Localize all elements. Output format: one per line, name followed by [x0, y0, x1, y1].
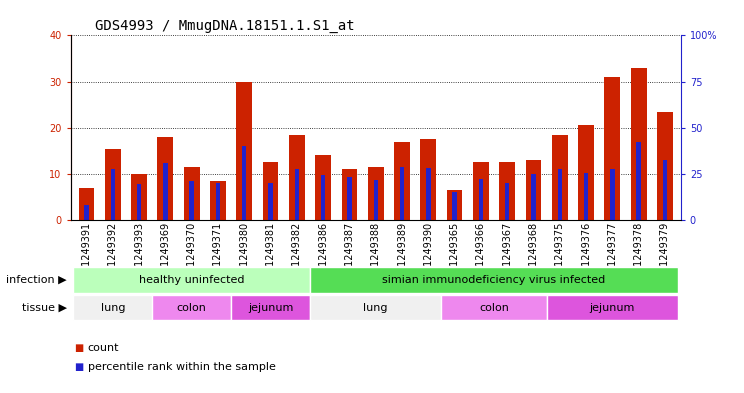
Text: healthy uninfected: healthy uninfected — [139, 275, 244, 285]
Bar — [231, 295, 310, 320]
Bar — [631, 68, 647, 220]
Bar — [426, 168, 431, 220]
Bar — [74, 295, 153, 320]
Bar — [210, 181, 226, 220]
Bar — [441, 295, 547, 320]
Bar — [163, 163, 167, 220]
Bar — [478, 180, 483, 220]
Bar — [131, 174, 147, 220]
Bar — [373, 180, 378, 220]
Bar — [499, 162, 515, 220]
Bar — [578, 125, 594, 220]
Bar — [310, 295, 441, 320]
Text: count: count — [88, 343, 119, 353]
Text: percentile rank within the sample: percentile rank within the sample — [88, 362, 276, 373]
Bar — [552, 135, 568, 220]
Bar — [400, 167, 404, 220]
Bar — [505, 183, 510, 220]
Bar — [289, 135, 305, 220]
Bar — [153, 295, 231, 320]
Bar — [84, 205, 89, 220]
Text: ■: ■ — [74, 343, 83, 353]
Text: lung: lung — [364, 303, 388, 312]
Bar — [610, 169, 615, 220]
Text: jejunum: jejunum — [248, 303, 293, 312]
Text: ■: ■ — [74, 362, 83, 373]
Bar — [473, 162, 489, 220]
Bar — [111, 169, 115, 220]
Bar — [547, 295, 678, 320]
Bar — [347, 177, 352, 220]
Bar — [446, 190, 463, 220]
Bar — [74, 267, 310, 293]
Bar — [190, 181, 194, 220]
Text: colon: colon — [177, 303, 207, 312]
Bar — [310, 267, 678, 293]
Text: infection ▶: infection ▶ — [7, 275, 67, 285]
Bar — [105, 149, 121, 220]
Text: lung: lung — [100, 303, 125, 312]
Bar — [604, 77, 620, 220]
Text: GDS4993 / MmugDNA.18151.1.S1_at: GDS4993 / MmugDNA.18151.1.S1_at — [95, 19, 355, 33]
Bar — [137, 184, 141, 220]
Bar — [269, 183, 273, 220]
Bar — [295, 169, 299, 220]
Bar — [636, 141, 641, 220]
Bar — [657, 112, 673, 220]
Bar — [216, 183, 220, 220]
Bar — [315, 156, 331, 220]
Bar — [557, 169, 562, 220]
Text: simian immunodeficiency virus infected: simian immunodeficiency virus infected — [382, 275, 606, 285]
Bar — [368, 167, 384, 220]
Bar — [242, 146, 246, 220]
Bar — [184, 167, 199, 220]
Bar — [79, 188, 94, 220]
Bar — [158, 137, 173, 220]
Text: tissue ▶: tissue ▶ — [22, 303, 67, 312]
Bar — [452, 192, 457, 220]
Bar — [341, 169, 357, 220]
Bar — [420, 139, 436, 220]
Bar — [663, 160, 667, 220]
Bar — [237, 82, 252, 220]
Bar — [263, 162, 278, 220]
Bar — [584, 173, 589, 220]
Bar — [394, 141, 410, 220]
Bar — [321, 175, 325, 220]
Bar — [531, 174, 536, 220]
Bar — [525, 160, 542, 220]
Text: colon: colon — [479, 303, 509, 312]
Text: jejunum: jejunum — [590, 303, 635, 312]
